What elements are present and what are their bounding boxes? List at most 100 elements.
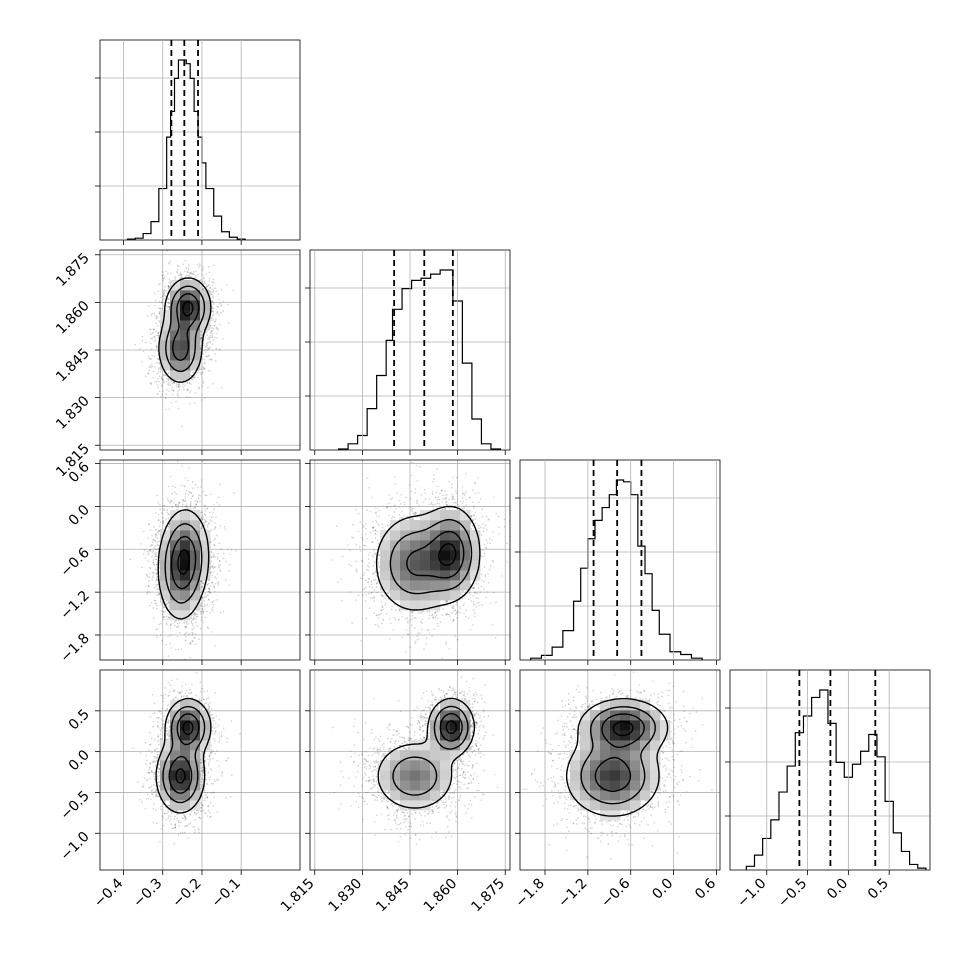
sample-point — [216, 573, 219, 575]
sample-point — [155, 553, 157, 556]
sample-point — [215, 327, 217, 330]
panel-frame — [99, 249, 301, 451]
sample-point — [179, 631, 181, 634]
sample-point — [213, 504, 215, 506]
sample-point — [148, 591, 151, 593]
sample-point — [158, 311, 161, 313]
sample-point — [170, 401, 173, 404]
sample-point — [205, 494, 208, 497]
sample-point — [188, 381, 191, 384]
sample-point — [208, 284, 210, 286]
sample-point — [161, 274, 164, 277]
sample-point — [191, 634, 194, 636]
sample-point — [154, 299, 157, 302]
sample-point — [169, 475, 172, 478]
histogram-bin — [175, 78, 179, 240]
sample-point — [174, 624, 176, 627]
histogram-bin — [877, 757, 885, 870]
sample-point — [189, 507, 192, 510]
sample-point — [158, 525, 161, 528]
sample-point — [177, 407, 180, 410]
sample-point — [205, 520, 208, 522]
sample-point — [204, 336, 207, 338]
sample-point — [157, 544, 160, 547]
sample-point — [169, 501, 172, 503]
sample-point — [182, 500, 184, 503]
sample-point — [206, 334, 208, 337]
sample-point — [155, 330, 157, 333]
sample-point — [188, 382, 191, 385]
sample-point — [210, 556, 212, 558]
sample-point — [196, 501, 199, 503]
sample-point — [155, 322, 158, 325]
sample-point — [186, 382, 188, 385]
sample-point — [154, 292, 156, 295]
sample-point — [205, 331, 207, 334]
sample-point — [196, 273, 199, 276]
sample-point — [151, 312, 153, 315]
sample-point — [157, 358, 159, 361]
sample-point — [140, 543, 142, 545]
sample-point — [153, 335, 155, 338]
histogram-bin — [421, 278, 431, 450]
sample-point — [157, 334, 159, 337]
sample-point — [178, 386, 180, 388]
sample-point — [155, 584, 157, 586]
sample-point — [208, 590, 211, 593]
sample-point — [143, 549, 146, 551]
sample-point — [210, 332, 212, 335]
histogram-bin — [151, 222, 159, 240]
sample-point — [158, 380, 160, 383]
sample-point — [177, 395, 180, 398]
sample-point — [162, 520, 165, 523]
sample-point — [156, 636, 158, 639]
sample-point — [193, 613, 196, 615]
sample-point — [153, 336, 155, 339]
sample-point — [156, 585, 158, 588]
histogram-bin — [472, 419, 482, 450]
sample-point — [153, 586, 156, 589]
sample-point — [147, 576, 149, 578]
sample-point — [209, 612, 211, 614]
sample-point — [204, 494, 207, 497]
sample-point — [147, 355, 149, 358]
sample-point — [178, 501, 180, 504]
sample-point — [191, 487, 194, 489]
sample-point — [221, 386, 223, 389]
sample-point — [177, 508, 180, 511]
sample-point — [163, 292, 166, 294]
sample-point — [148, 305, 150, 307]
sample-point — [171, 492, 173, 495]
sample-point — [193, 613, 195, 616]
sample-point — [157, 283, 160, 286]
sample-point — [158, 562, 161, 564]
sample-point — [191, 378, 193, 380]
histogram-panel-2 — [515, 459, 721, 661]
sample-point — [157, 332, 160, 334]
sample-point — [157, 377, 159, 380]
sample-point — [214, 527, 217, 529]
sample-point — [207, 284, 209, 287]
sample-point — [203, 278, 205, 280]
sample-point — [213, 555, 215, 558]
sample-point — [168, 601, 170, 604]
sample-point — [149, 567, 152, 569]
sample-point — [199, 263, 201, 265]
sample-point — [196, 613, 199, 615]
sample-point — [167, 655, 170, 657]
sample-point — [181, 276, 184, 279]
sample-point — [192, 616, 195, 618]
sample-point — [175, 493, 178, 496]
sample-point — [195, 617, 197, 620]
sample-point — [149, 333, 152, 335]
density-cell — [180, 320, 191, 331]
sample-point — [167, 302, 169, 304]
sample-point — [202, 380, 205, 383]
sample-point — [168, 372, 170, 375]
sample-point — [190, 615, 192, 617]
sample-point — [162, 516, 164, 519]
sample-point — [186, 623, 188, 625]
sample-point — [169, 384, 172, 386]
sample-point — [154, 534, 157, 536]
sample-point — [194, 636, 196, 639]
